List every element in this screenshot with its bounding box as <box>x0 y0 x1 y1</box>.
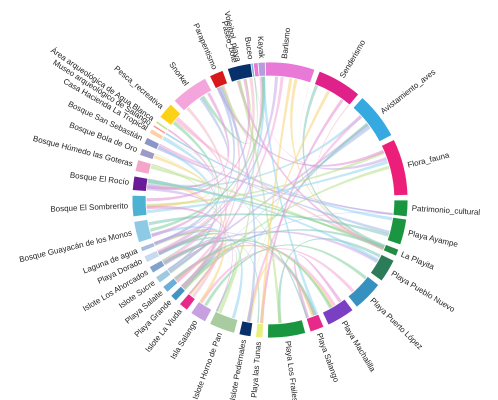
node-arc <box>178 293 196 311</box>
node-arc <box>133 218 153 244</box>
chord-ribbon <box>150 165 385 251</box>
node-arc <box>159 103 182 126</box>
chord-ribbon <box>259 77 293 324</box>
chord-ribbon <box>158 116 220 168</box>
arc-layer <box>131 61 409 339</box>
node-label: Playa Pueblo Nuevo <box>390 269 457 314</box>
node-label: Playa Machalilla <box>340 319 378 374</box>
node-arc <box>313 70 360 106</box>
node-arc <box>208 69 229 90</box>
node-arc <box>382 243 400 257</box>
node-arc <box>152 124 167 135</box>
node-label: Playa Salango <box>315 332 341 384</box>
node-label: Snorkel <box>167 60 190 87</box>
node-label: Patrimonio_cultural <box>411 204 480 217</box>
chord-ribbon <box>237 79 282 324</box>
node-arc <box>155 120 169 132</box>
node-arc <box>369 253 395 282</box>
node-label: Barlismo <box>280 27 292 59</box>
node-arc <box>134 159 152 175</box>
node-label: Kayak <box>256 36 266 60</box>
chord-ribbon <box>201 76 258 144</box>
node-arc <box>392 199 409 218</box>
node-arc <box>139 241 156 253</box>
node-arc <box>139 147 156 161</box>
node-arc <box>173 77 213 112</box>
node-label: Flora_fauna <box>407 150 451 169</box>
node-arc <box>238 320 254 338</box>
chord-ribbon <box>162 237 225 295</box>
node-arc <box>208 310 239 334</box>
node-label: Playa las Tunas <box>250 341 263 398</box>
chord-ribbon <box>159 143 391 235</box>
chord-ribbon <box>146 154 211 209</box>
node-arc <box>148 259 166 274</box>
chord-ribbon <box>218 78 255 314</box>
node-arc <box>386 216 408 246</box>
node-arc <box>380 138 409 197</box>
chord-ribbon <box>216 86 385 167</box>
chord-ribbon <box>218 85 256 323</box>
chord-ribbon <box>180 125 372 287</box>
chord-ribbon <box>302 84 386 248</box>
node-label: Bosque El Rocío <box>69 171 130 187</box>
node-arc <box>305 313 325 333</box>
node-label: Islote Horno de Pan <box>191 331 224 400</box>
chord-ribbon <box>181 106 228 289</box>
node-arc <box>352 96 393 143</box>
node-arc <box>257 61 267 77</box>
chord-ribbon <box>157 145 217 272</box>
chord-ribbon <box>153 86 235 246</box>
node-arc <box>267 319 307 339</box>
node-arc <box>190 301 213 323</box>
node-label: Senderismo <box>338 38 368 80</box>
node-arc <box>143 136 161 151</box>
node-arc <box>321 298 354 326</box>
node-label: Avistamiento_aves <box>379 67 437 115</box>
node-label: Buceo <box>243 36 255 60</box>
node-label: Bosque El Sombrerito <box>50 201 129 213</box>
node-arc <box>170 285 186 302</box>
node-arc <box>155 268 172 284</box>
node-arc <box>148 128 165 141</box>
node-label: Parapentismo <box>191 22 219 71</box>
node-arc <box>131 175 149 192</box>
chord-ribbon <box>203 244 368 307</box>
node-label: La Playita <box>400 250 436 272</box>
node-arc <box>143 249 161 264</box>
node-label: Playa Ayampe <box>407 228 459 249</box>
chord-ribbon <box>146 186 211 245</box>
node-arc <box>255 322 264 339</box>
ribbon-layer <box>145 76 394 324</box>
node-arc <box>226 62 254 83</box>
node-arc <box>131 194 148 218</box>
node-label: Playa Puerto López <box>368 296 424 351</box>
node-label: Playa Los Frailes <box>283 340 299 400</box>
chord-ribbon <box>153 224 214 256</box>
node-label: Islote Pedernales <box>228 339 248 400</box>
node-arc <box>162 277 179 293</box>
node-arc <box>347 275 380 308</box>
chord-ribbon <box>173 244 337 307</box>
